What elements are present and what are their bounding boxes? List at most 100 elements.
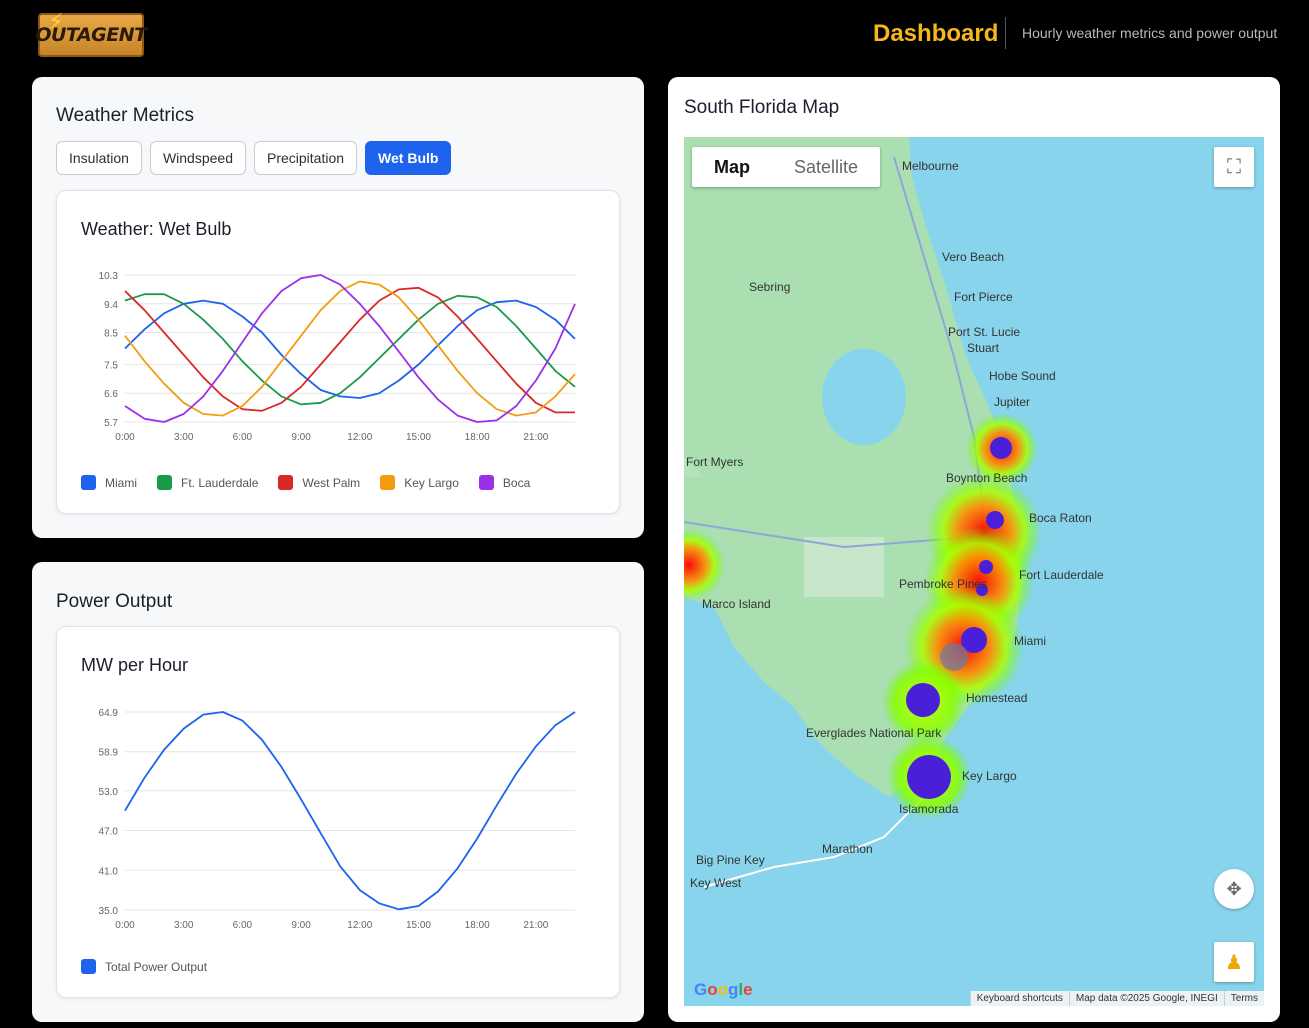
x-tick-label: 9:00 (291, 920, 311, 931)
legend-label: Miami (105, 475, 137, 490)
map-type-map-button[interactable]: Map (714, 157, 750, 177)
legend-item[interactable]: West Palm (278, 475, 360, 490)
legend-swatch (157, 475, 172, 490)
series-line-miami[interactable] (124, 299, 576, 399)
marker-lauderdale-2[interactable] (976, 584, 988, 596)
legend-label: Total Power Output (105, 959, 208, 974)
power-panel-title: Power Output (56, 591, 173, 612)
fullscreen-icon: ⛶ (1227, 155, 1241, 178)
y-tick-label: 7.5 (104, 360, 118, 371)
map-place-label: Melbourne (902, 159, 959, 173)
x-tick-label: 6:00 (233, 432, 253, 443)
x-tick-label: 3:00 (174, 432, 194, 443)
series-line-ft-lauderdale[interactable] (124, 293, 576, 406)
x-tick-label: 15:00 (406, 432, 431, 443)
map-place-label: Boca Raton (1029, 511, 1092, 525)
page-subtitle: Hourly weather metrics and power output (1022, 25, 1278, 41)
power-output-panel: Power Output MW per Hour 35.0 41.0 47.0 53.… (32, 562, 644, 1022)
marker-boca[interactable] (986, 511, 1004, 529)
y-tick-label: 47.0 (99, 827, 119, 838)
highway-keys (703, 796, 925, 888)
x-tick-label: 3:00 (174, 920, 194, 931)
marker-key-largo[interactable] (907, 755, 951, 799)
map-place-label: Miami (1014, 634, 1046, 648)
legend-item[interactable]: Miami (81, 475, 137, 490)
street-view-button[interactable]: ♟ (1214, 942, 1254, 982)
power-legend: Total Power Output (81, 959, 207, 974)
map-panel-title: South Florida Map (684, 97, 840, 118)
map-place-label: Jupiter (994, 395, 1030, 409)
page-title: Dashboard (873, 20, 999, 47)
tab-wet-bulb[interactable]: Wet Bulb (365, 141, 452, 175)
weather-legend: Miami Ft. Lauderdale West Palm Key Largo Boc… (81, 475, 530, 490)
y-tick-label: 53.0 (99, 787, 119, 798)
series-line-total-power-output[interactable] (124, 711, 576, 911)
x-tick-label: 0:00 (115, 432, 135, 443)
legend-item[interactable]: Total Power Output (81, 959, 207, 974)
marker-miami-2[interactable] (940, 643, 968, 671)
marker-west-palm[interactable] (990, 437, 1012, 459)
tab-insulation[interactable]: Insulation (56, 141, 142, 175)
legend-label: West Palm (302, 475, 361, 490)
y-tick-label: 64.9 (99, 708, 119, 719)
legend-item[interactable]: Boca (478, 475, 531, 490)
map-place-label: Port St. Lucie (948, 325, 1020, 339)
marker-miami[interactable] (961, 627, 987, 653)
terms-link[interactable]: Terms (1223, 991, 1264, 1006)
map-type-toggle: Map Satellite (692, 147, 881, 187)
legend-item[interactable]: Ft. Lauderdale (157, 475, 258, 490)
map-place-label: Sebring (749, 280, 790, 294)
marker-homestead[interactable] (906, 683, 940, 717)
map-type-satellite-button[interactable]: Satellite (794, 157, 859, 177)
map-place-label: Key West (690, 876, 742, 890)
y-tick-label: 35.0 (99, 906, 119, 917)
power-chart: 35.0 41.0 47.0 53.0 58.9 64.9 0:00 3:00 6:00 9:00… (99, 708, 576, 931)
series-line-boca[interactable] (124, 274, 576, 423)
x-tick-label: 12:00 (347, 432, 372, 443)
x-tick-label: 18:00 (465, 920, 490, 931)
x-tick-label: 21:00 (523, 432, 548, 443)
heat-naples (684, 529, 725, 601)
move-icon: ✥ (1226, 878, 1242, 899)
map-place-label: Fort Lauderdale (1019, 568, 1104, 582)
map-place-label: Homestead (966, 691, 1027, 705)
pegman-icon: ♟ (1225, 951, 1243, 974)
legend-label: Boca (502, 475, 531, 490)
legend-swatch (478, 475, 494, 490)
map-panel: South Florida Map (668, 77, 1280, 1022)
camera-control-button[interactable]: ✥ (1214, 869, 1254, 909)
legend-label: Ft. Lauderdale (181, 475, 259, 490)
tab-precipitation[interactable]: Precipitation (253, 141, 358, 175)
map-canvas[interactable]: Melbourne Vero Beach Sebring Fort Pierce Por… (684, 137, 1264, 1006)
weather-panel-title: Weather Metrics (56, 105, 194, 126)
map-place-label: Pembroke Pines (899, 577, 987, 591)
map-place-label: Fort Pierce (954, 290, 1013, 304)
tab-windspeed[interactable]: Windspeed (149, 141, 246, 175)
app-logo[interactable]: ⚡ OUTAGENT (35, 9, 147, 57)
keyboard-shortcuts-link[interactable]: Keyboard shortcuts (969, 991, 1069, 1006)
legend-swatch (81, 475, 96, 490)
x-tick-label: 12:00 (347, 920, 372, 931)
series-line-key-largo[interactable] (124, 280, 576, 417)
y-tick-label: 8.5 (104, 329, 118, 340)
marker-lauderdale-1[interactable] (979, 560, 993, 574)
legend-item[interactable]: Key Largo (380, 475, 459, 490)
map-place-label: Fort Myers (686, 455, 743, 469)
legend-swatch (81, 959, 96, 974)
map-place-label: Key Largo (962, 769, 1017, 783)
map-place-label: Boynton Beach (946, 471, 1027, 485)
power-chart-card: MW per Hour 35.0 41.0 47.0 53.0 58.9 64.9 0:00… (56, 626, 620, 998)
y-tick-label: 5.7 (104, 418, 118, 429)
weather-chart-title: Weather: Wet Bulb (81, 219, 232, 239)
map-svg[interactable]: Melbourne Vero Beach Sebring Fort Pierce Por… (684, 137, 1264, 1006)
header: ⚡ OUTAGENT Dashboard Hourly weather metr… (0, 0, 1309, 70)
fullscreen-button[interactable]: ⛶ (1214, 147, 1254, 187)
legend-swatch (380, 475, 396, 490)
map-footer: Keyboard shortcuts Map data ©2025 Google… (969, 991, 1264, 1006)
power-chart-title: MW per Hour (81, 655, 189, 675)
series-line-west-palm[interactable] (124, 286, 575, 414)
legend-swatch (278, 475, 294, 490)
lightning-icon: ⚡ (48, 9, 64, 34)
legend-label: Key Largo (404, 475, 459, 490)
weather-metrics-panel: Weather Metrics Insulation Windspeed Pre… (32, 77, 644, 538)
